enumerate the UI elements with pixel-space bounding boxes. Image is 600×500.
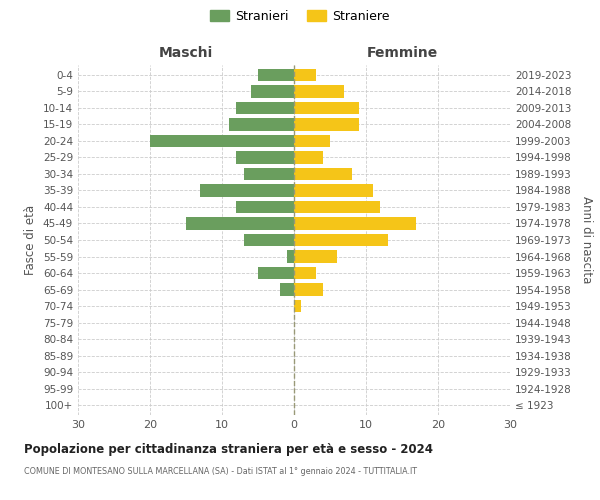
Bar [287, 250, 294, 262]
Y-axis label: Anni di nascita: Anni di nascita [580, 196, 593, 284]
Bar [294, 168, 352, 180]
Text: Femmine: Femmine [367, 46, 437, 60]
Bar [280, 284, 294, 296]
Bar [186, 218, 294, 230]
Y-axis label: Fasce di età: Fasce di età [25, 205, 37, 275]
Bar [294, 267, 316, 279]
Bar [244, 168, 294, 180]
Bar [200, 184, 294, 196]
Bar [294, 184, 373, 196]
Bar [244, 234, 294, 246]
Text: Maschi: Maschi [159, 46, 213, 60]
Bar [258, 68, 294, 81]
Bar [294, 68, 316, 81]
Text: Popolazione per cittadinanza straniera per età e sesso - 2024: Popolazione per cittadinanza straniera p… [24, 442, 433, 456]
Legend: Stranieri, Straniere: Stranieri, Straniere [206, 6, 394, 26]
Bar [294, 234, 388, 246]
Bar [150, 135, 294, 147]
Bar [236, 152, 294, 164]
Bar [236, 102, 294, 114]
Bar [294, 118, 359, 130]
Bar [294, 135, 330, 147]
Bar [294, 284, 323, 296]
Bar [258, 267, 294, 279]
Bar [294, 102, 359, 114]
Bar [294, 152, 323, 164]
Bar [294, 250, 337, 262]
Bar [294, 300, 301, 312]
Bar [229, 118, 294, 130]
Text: COMUNE DI MONTESANO SULLA MARCELLANA (SA) - Dati ISTAT al 1° gennaio 2024 - TUTT: COMUNE DI MONTESANO SULLA MARCELLANA (SA… [24, 468, 417, 476]
Bar [236, 201, 294, 213]
Bar [294, 218, 416, 230]
Bar [294, 85, 344, 98]
Bar [294, 201, 380, 213]
Bar [251, 85, 294, 98]
